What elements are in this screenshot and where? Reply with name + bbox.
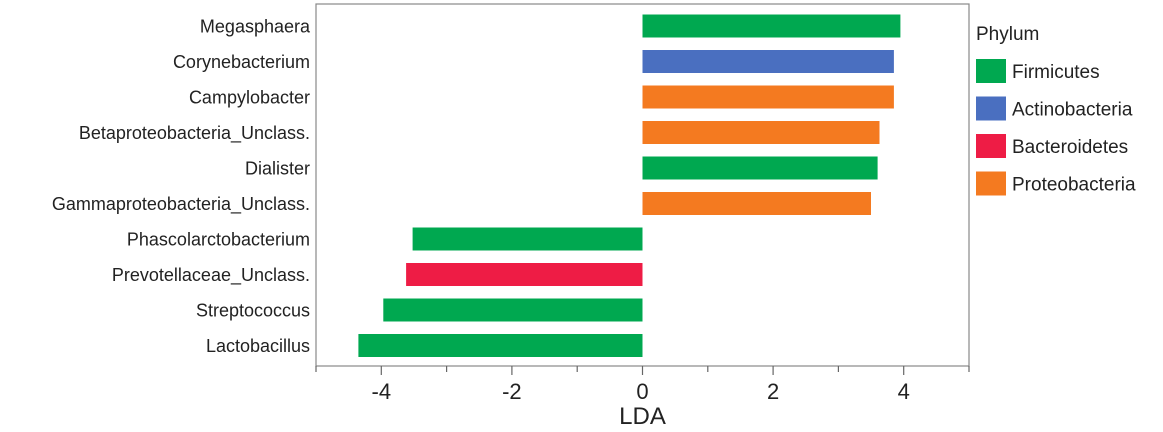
- bar-corynebacterium: [642, 50, 894, 73]
- bar-dialister: [642, 156, 878, 180]
- category-label: Prevotellaceae_Unclass.: [112, 265, 310, 286]
- bar-betaproteobacteria-unclass: [642, 121, 880, 144]
- category-label: Dialister: [245, 159, 310, 179]
- category-label: Gammaproteobacteria_Unclass.: [52, 194, 310, 215]
- x-tick-label: 2: [767, 379, 779, 404]
- legend-swatch-firmicutes: [976, 59, 1006, 83]
- legend-swatch-actinobacteria: [976, 96, 1006, 121]
- category-label: Phascolarctobacterium: [127, 230, 310, 250]
- legend-label-bacteroidetes: Bacteroidetes: [1012, 137, 1128, 158]
- bar-campylobacter: [642, 85, 894, 109]
- bar-megasphaera: [642, 14, 901, 38]
- bars-group: [358, 14, 901, 357]
- category-label: Corynebacterium: [173, 52, 310, 72]
- x-tick-label: -2: [502, 379, 522, 404]
- x-tick-label: 4: [898, 379, 910, 404]
- legend-label-actinobacteria: Actinobacteria: [1012, 100, 1133, 121]
- bar-gammaproteobacteria-unclass: [642, 192, 871, 215]
- category-label: Streptococcus: [196, 301, 310, 321]
- category-label: Lactobacillus: [206, 336, 310, 356]
- bar-phascolarctobacterium: [412, 227, 643, 251]
- legend-title: Phylum: [976, 24, 1039, 45]
- category-label: Campylobacter: [189, 88, 310, 108]
- x-axis: -4 -2 0 2 4: [315, 366, 970, 404]
- category-label: Betaproteobacteria_Unclass.: [79, 123, 310, 144]
- category-label: Megasphaera: [200, 17, 311, 37]
- legend-label-firmicutes: Firmicutes: [1012, 62, 1100, 83]
- bar-prevotellaceae-unclass: [406, 263, 643, 286]
- category-labels: Megasphaera Corynebacterium Campylobacter B…: [52, 17, 311, 357]
- x-tick-label: 0: [636, 379, 648, 404]
- legend: Phylum Firmicutes Actinobacteria Bacteroid…: [976, 24, 1136, 196]
- legend-swatch-proteobacteria: [976, 171, 1006, 196]
- legend-swatch-bacteroidetes: [976, 134, 1006, 158]
- bar-lactobacillus: [358, 334, 643, 357]
- x-axis-title: LDA: [619, 403, 666, 430]
- x-tick-label: -4: [372, 379, 392, 404]
- legend-label-proteobacteria: Proteobacteria: [1012, 175, 1136, 196]
- bar-streptococcus: [383, 298, 643, 322]
